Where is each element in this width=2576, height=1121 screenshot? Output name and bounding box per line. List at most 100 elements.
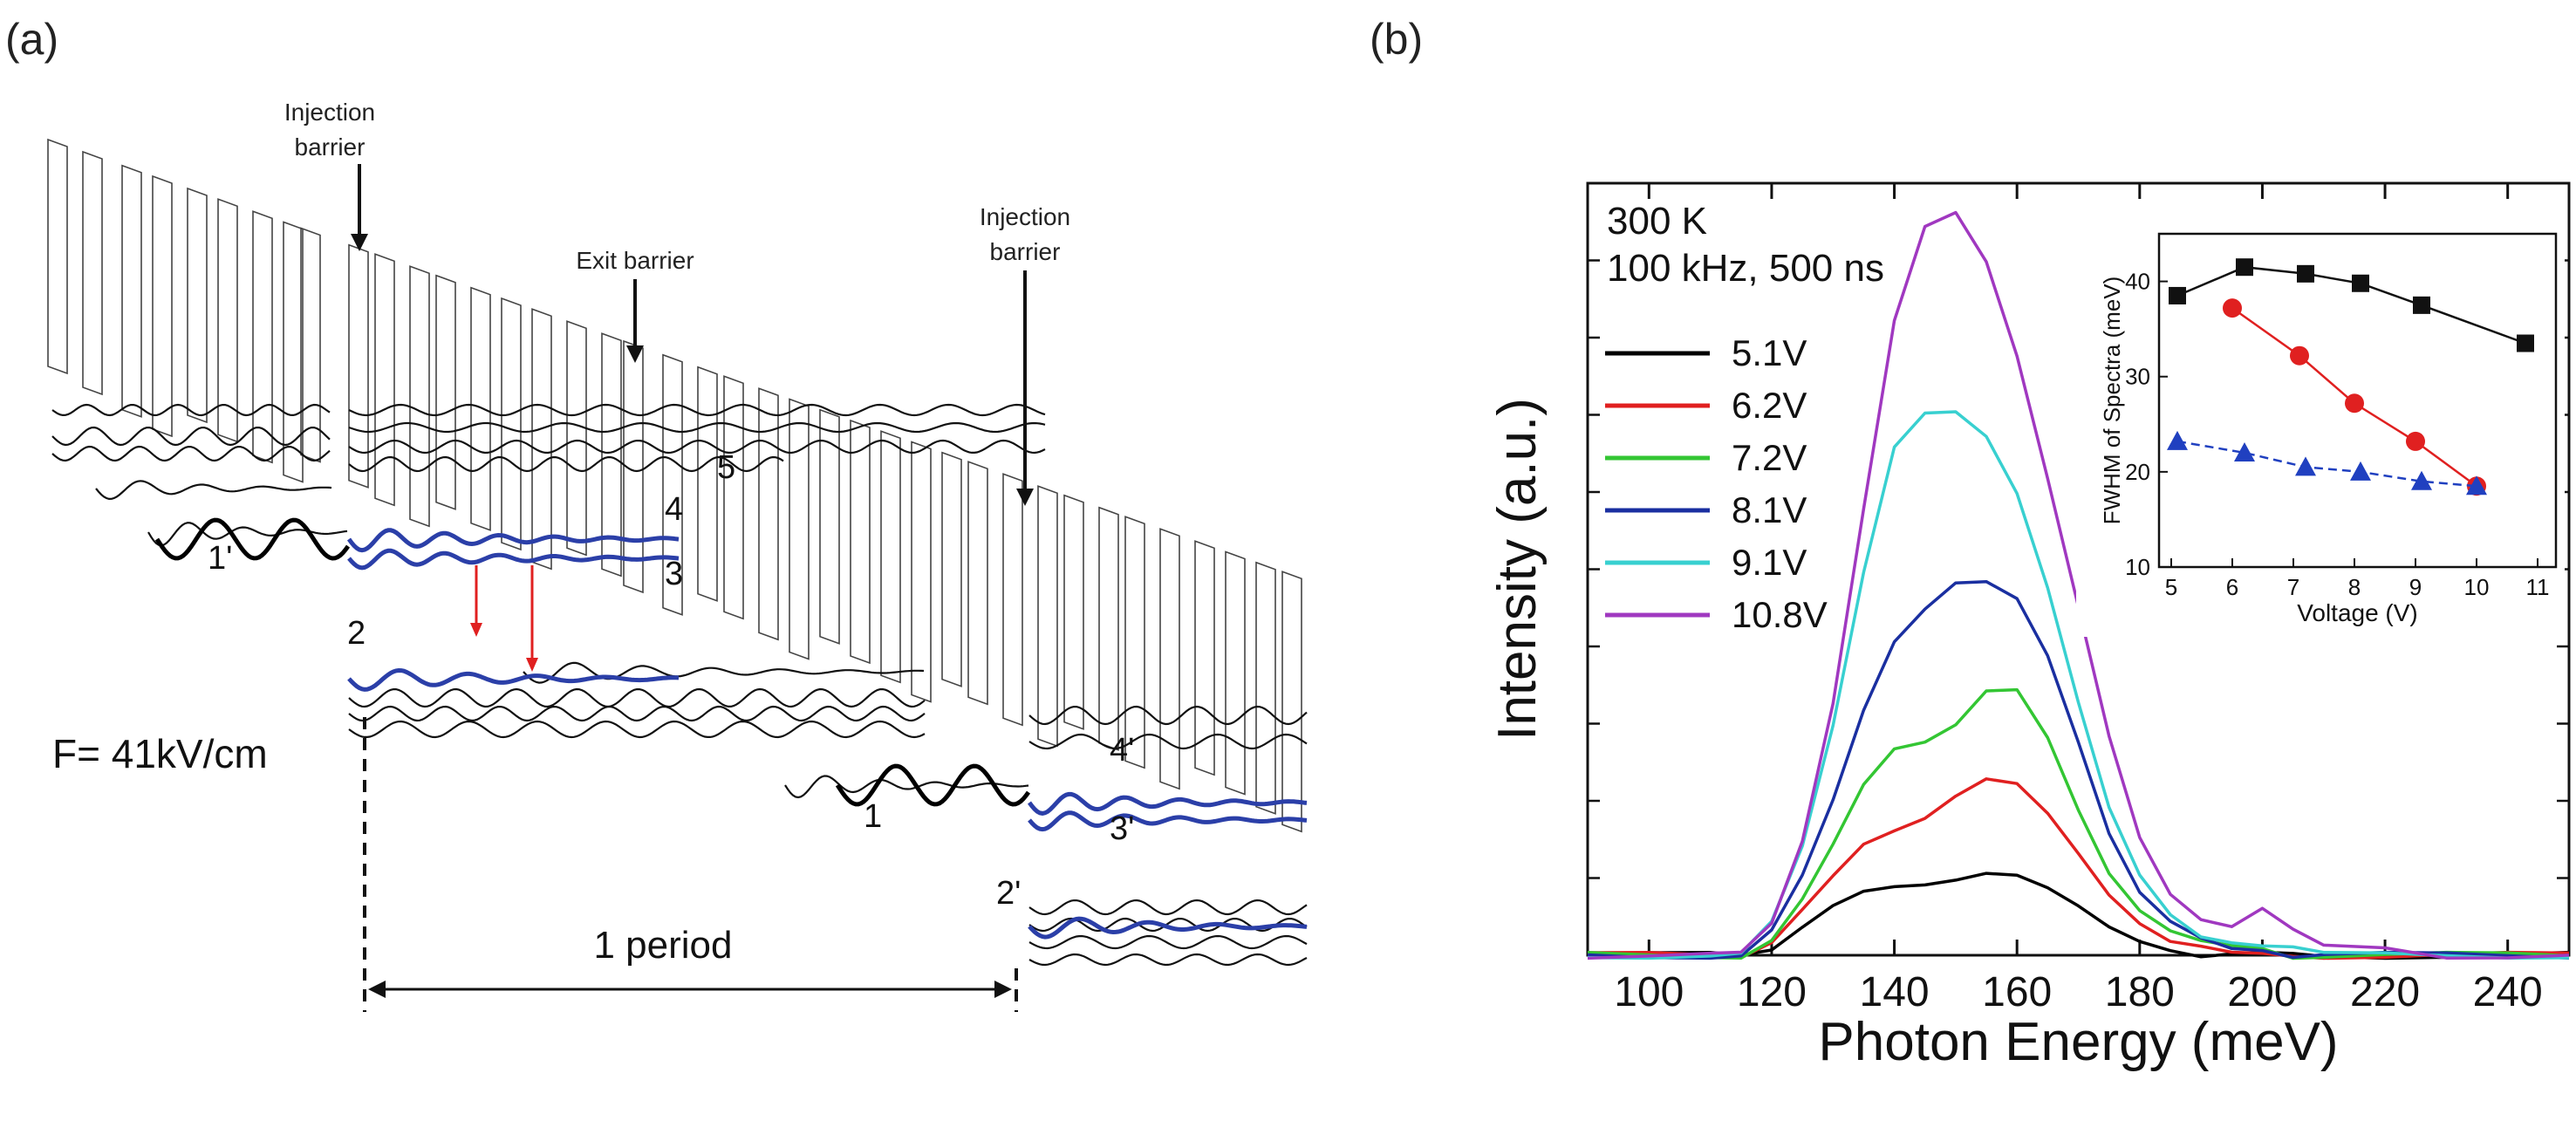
x-tick-label-200: 200 xyxy=(2227,969,2297,1015)
x-tick-label-160: 160 xyxy=(1982,969,2052,1015)
barrier-0 xyxy=(47,138,68,375)
inset-x-tick-label-5: 5 xyxy=(2165,574,2177,600)
highlighted-level-2 xyxy=(347,667,680,692)
subband-level-2 xyxy=(51,445,331,462)
barrier-33 xyxy=(1098,506,1119,751)
x-tick-label-100: 100 xyxy=(1614,969,1684,1015)
series-line-10.8V xyxy=(1587,210,2570,960)
inset-x-tick-label-9: 9 xyxy=(2409,574,2422,600)
inset-x-tick-label-8: 8 xyxy=(2348,574,2361,600)
barrier-8 xyxy=(300,227,321,463)
inset-marker-triangle-3 xyxy=(2350,461,2371,481)
inset-marker-triangle-5 xyxy=(2466,475,2487,496)
level-label-1-prime: 1' xyxy=(208,540,232,577)
inset-x-tick-label-7: 7 xyxy=(2287,574,2299,600)
subband-level-18 xyxy=(1028,934,1308,950)
barrier-36 xyxy=(1194,540,1215,776)
y-axis-label: Intensity (a.u.) xyxy=(1487,398,1548,741)
barrier-11 xyxy=(409,265,430,528)
subband-level-6 xyxy=(348,421,1046,434)
transition-arrow-1 xyxy=(470,565,482,637)
barrier-31 xyxy=(1037,485,1058,748)
barrier-17 xyxy=(601,332,622,578)
injector-state-right xyxy=(835,763,1031,807)
barrier-22 xyxy=(758,387,779,641)
highlighted-level-0 xyxy=(346,528,680,553)
inset-marker-triangle-0 xyxy=(2167,430,2188,450)
legend-label-6.2V: 6.2V xyxy=(1732,385,1807,426)
inset-y-tick-label-30: 30 xyxy=(2125,364,2150,390)
subband-level-0 xyxy=(51,403,331,417)
level-label-4-prime: 4' xyxy=(1110,732,1134,769)
exit-barrier-label: Exit barrier xyxy=(576,247,694,274)
injection-barrier-left-label-line1: Injection xyxy=(284,99,375,126)
injection-barrier-left-label-line2: barrier xyxy=(295,133,366,161)
spectra-chart: (b) 100 120 140 160 180 200 220 240 5.1V 6.2V 7.2… xyxy=(1370,15,2571,1072)
barrier-13 xyxy=(470,286,491,531)
legend-label-10.8V: 10.8V xyxy=(1732,594,1828,635)
highlighted-level-5 xyxy=(1028,916,1308,940)
subband-level-3 xyxy=(95,480,332,501)
inset-frame xyxy=(2157,232,2558,569)
inset-marker-square-5 xyxy=(2517,334,2534,352)
subband-level-11 xyxy=(348,720,926,739)
barrier-28 xyxy=(941,451,962,687)
level-label-4: 4 xyxy=(665,491,683,528)
barrier-23 xyxy=(789,398,810,660)
inset-marker-circle-3 xyxy=(2406,431,2425,451)
barrier-25 xyxy=(850,419,871,665)
subband-level-13 xyxy=(784,775,1029,799)
barrier-4 xyxy=(187,187,208,424)
inset-series xyxy=(2167,258,2534,496)
barrier-19 xyxy=(662,353,683,616)
subband-level-19 xyxy=(1028,953,1308,967)
inset-y-tick-label-20: 20 xyxy=(2125,459,2150,485)
inset-marker-circle-1 xyxy=(2290,345,2309,366)
transition-arrow-2 xyxy=(526,565,538,672)
barrier-12 xyxy=(435,274,456,510)
temperature-annotation: 300 K xyxy=(1607,200,1707,243)
barrier-35 xyxy=(1159,528,1180,790)
x-tick-label-140: 140 xyxy=(1860,969,1930,1015)
wavefunctions xyxy=(51,403,1308,967)
subband-level-9 xyxy=(348,687,926,708)
panel-a-label: (a) xyxy=(5,15,58,64)
main-plot-series xyxy=(1587,210,2570,960)
barrier-1 xyxy=(82,150,103,396)
x-tick-label-180: 180 xyxy=(2105,969,2175,1015)
inset-marker-square-4 xyxy=(2413,296,2430,314)
inset-axes: 5 6 7 8 9 10 11 10 20 30 40 xyxy=(2125,232,2558,600)
main-plot-legend: 5.1V 6.2V 7.2V 8.1V 9.1V 10.8V xyxy=(1605,332,1828,635)
injection-barrier-left-arrow xyxy=(351,164,368,251)
inset-marker-square-2 xyxy=(2297,264,2314,283)
inset-marker-triangle-1 xyxy=(2234,442,2255,462)
barrier-26 xyxy=(880,430,901,684)
inset-series-line-triangle xyxy=(2176,440,2477,488)
subband-level-8 xyxy=(348,455,784,473)
inset-series-line-square xyxy=(2176,265,2526,345)
level-label-5: 5 xyxy=(717,449,735,486)
level-label-2-prime: 2' xyxy=(996,875,1021,912)
inset-x-tick-label-6: 6 xyxy=(2226,574,2238,600)
inset-marker-square-3 xyxy=(2352,274,2369,292)
panel-b-label: (b) xyxy=(1370,15,1423,64)
barrier-6 xyxy=(252,210,273,464)
series-line-7.2V xyxy=(1587,687,2570,960)
series-line-5.1V xyxy=(1587,872,2570,960)
inset-marker-circle-0 xyxy=(2223,298,2242,318)
subband-level-15 xyxy=(1028,733,1308,750)
barrier-34 xyxy=(1124,516,1145,769)
subband-level-16 xyxy=(1028,899,1308,916)
barrier-9 xyxy=(348,243,369,489)
injection-barrier-right-label-line1: Injection xyxy=(980,203,1070,230)
inset-x-tick-label-10: 10 xyxy=(2464,574,2490,600)
exit-barrier-arrow xyxy=(626,279,644,363)
barrier-16 xyxy=(566,320,587,557)
barrier-2 xyxy=(121,164,142,418)
x-tick-label-120: 120 xyxy=(1737,969,1807,1015)
period-label: 1 period xyxy=(593,924,732,967)
pulse-annotation: 100 kHz, 500 ns xyxy=(1607,247,1884,290)
legend-label-9.1V: 9.1V xyxy=(1732,542,1807,583)
barrier-14 xyxy=(501,297,522,551)
barrier-10 xyxy=(374,253,395,507)
